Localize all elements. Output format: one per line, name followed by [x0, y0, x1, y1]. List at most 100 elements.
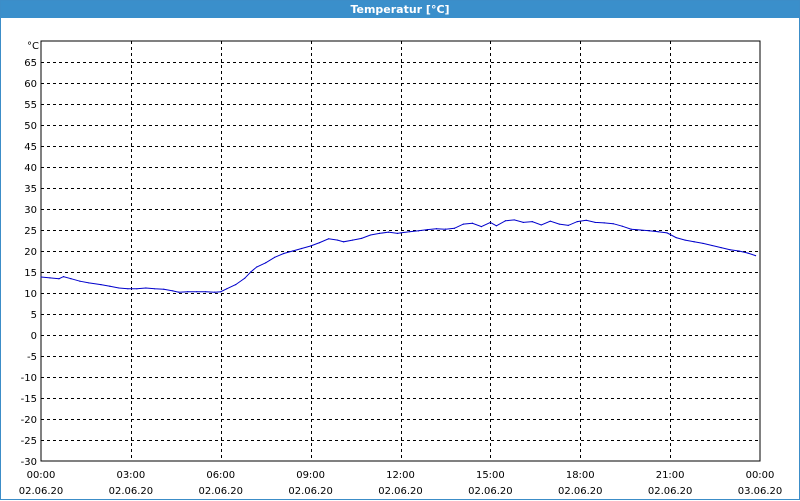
- y-tick-label: 15: [24, 268, 37, 279]
- series-point: [369, 234, 372, 236]
- series-point: [360, 237, 363, 239]
- series-point: [163, 288, 165, 290]
- series-point: [504, 220, 506, 222]
- series-point: [109, 285, 111, 287]
- series-point: [612, 223, 614, 225]
- x-tick-date-label: 02.06.20: [558, 486, 603, 497]
- series-point: [558, 223, 560, 225]
- y-tick-label: -25: [21, 436, 37, 447]
- series-point: [585, 219, 587, 221]
- series-point: [319, 242, 321, 244]
- y-axis-ticks: 65605550454035302520151050-5-10-15-20-25…: [21, 58, 37, 468]
- y-tick-label: 30: [24, 205, 37, 216]
- series-point: [567, 224, 569, 226]
- series-point: [426, 228, 429, 231]
- x-tick-time-label: 12:00: [386, 470, 415, 481]
- series-point: [444, 228, 447, 230]
- series-point: [648, 230, 650, 232]
- series-point: [747, 252, 749, 254]
- x-tick-time-label: 09:00: [296, 470, 325, 481]
- series-point: [310, 245, 312, 247]
- x-tick-date-label: 02.06.20: [109, 486, 154, 497]
- series-point: [136, 288, 138, 290]
- series-point: [49, 277, 51, 279]
- series-point: [256, 266, 258, 268]
- series-point: [639, 229, 641, 231]
- x-tick-date-label: 02.06.20: [648, 486, 693, 497]
- series-point: [178, 291, 180, 293]
- series-point: [172, 290, 174, 292]
- x-tick-time-label: 06:00: [206, 470, 235, 481]
- series-point: [100, 284, 102, 286]
- series-point: [220, 291, 222, 293]
- y-tick-label: 55: [24, 100, 37, 111]
- series-point: [594, 221, 596, 224]
- y-tick-label: 20: [24, 247, 37, 258]
- series-point: [754, 255, 757, 257]
- series-point: [738, 250, 740, 252]
- x-tick-date-label: 02.06.20: [468, 486, 513, 497]
- y-tick-label: 10: [24, 289, 37, 300]
- series-point: [244, 277, 246, 279]
- x-tick-date-label: 02.06.20: [19, 486, 64, 497]
- series-point: [549, 220, 551, 222]
- series-point: [226, 288, 228, 290]
- series-point: [675, 236, 677, 239]
- series-point: [235, 284, 237, 286]
- series-point: [145, 287, 147, 289]
- series-point: [58, 278, 60, 280]
- series-point: [62, 276, 65, 278]
- x-tick-time-label: 00:00: [746, 470, 775, 481]
- series-point: [522, 221, 524, 224]
- y-tick-label: 0: [31, 331, 37, 342]
- series-point: [88, 282, 90, 284]
- y-tick-label: -30: [21, 457, 37, 468]
- y-tick-label: -5: [27, 352, 37, 363]
- y-tick-label: -15: [21, 394, 37, 405]
- temperature-series-line: [40, 219, 756, 293]
- x-tick-date-label: 02.06.20: [378, 486, 423, 497]
- series-point: [408, 231, 411, 233]
- series-point: [513, 219, 515, 221]
- y-tick-label: 40: [24, 163, 37, 174]
- series-point: [621, 225, 623, 227]
- series-point: [684, 239, 686, 241]
- y-tick-label: 25: [24, 226, 37, 237]
- series-point: [702, 242, 704, 245]
- series-point: [154, 288, 156, 290]
- series-point: [417, 230, 420, 232]
- series-point: [214, 291, 216, 293]
- x-tick-time-label: 15:00: [476, 470, 505, 481]
- x-axis-ticks: 00:00 02.06.20 03:00 02.06.20 06:00 02.06.20 0…: [19, 470, 783, 497]
- series-point: [40, 276, 42, 278]
- series-point: [328, 238, 330, 240]
- series-point: [250, 271, 252, 273]
- series-point: [462, 223, 465, 225]
- x-tick-time-label: 00:00: [27, 470, 56, 481]
- y-tick-label: 45: [24, 142, 37, 153]
- series-point: [196, 291, 198, 293]
- series-point: [720, 247, 722, 249]
- y-tick-label: 60: [24, 79, 37, 90]
- x-tick-time-label: 21:00: [656, 470, 685, 481]
- x-tick-time-label: 18:00: [566, 470, 595, 481]
- series-point: [292, 250, 294, 252]
- series-point: [127, 288, 129, 290]
- series-point: [711, 244, 713, 247]
- grid: [41, 41, 760, 461]
- series-point: [603, 222, 605, 224]
- series-point: [351, 239, 354, 241]
- series-point: [187, 291, 189, 293]
- series-point: [480, 226, 482, 228]
- y-unit-label: °C: [27, 41, 39, 52]
- series-point: [205, 291, 207, 293]
- series-point: [70, 278, 72, 280]
- series-point: [336, 239, 339, 241]
- series-point: [118, 287, 120, 289]
- y-tick-label: -10: [21, 373, 37, 384]
- x-tick-date-label: 02.06.20: [288, 486, 333, 497]
- y-tick-label: 5: [31, 310, 37, 321]
- series-point: [387, 231, 390, 233]
